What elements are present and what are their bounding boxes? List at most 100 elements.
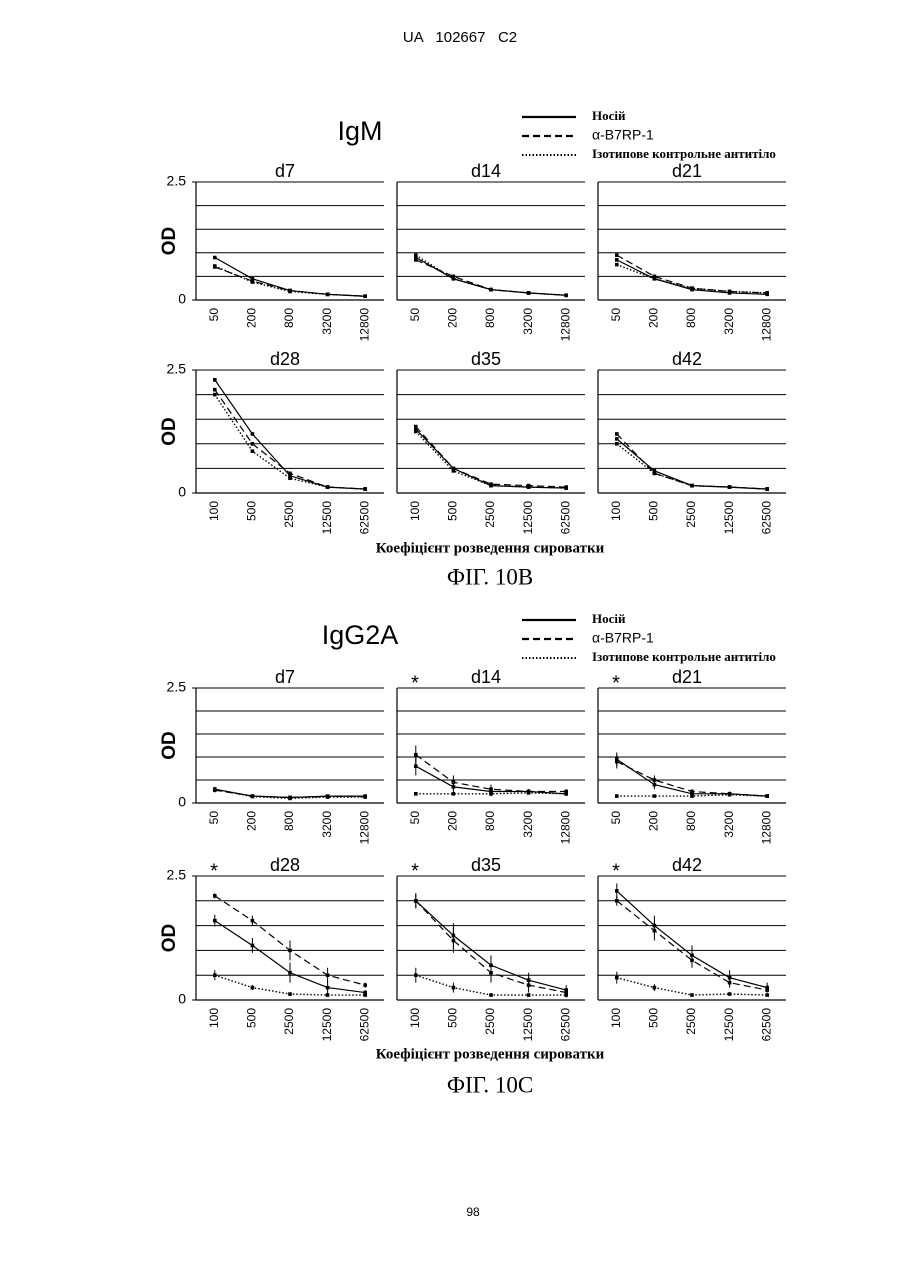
point [564,293,568,297]
point [288,949,292,953]
point [251,432,255,436]
point [363,795,367,799]
point [765,794,769,798]
point [527,993,531,997]
x-tick-label: 62500 [759,501,773,535]
x-tick-label: 3200 [722,811,736,838]
x-tick-label: 62500 [357,501,371,535]
panel-title: d21 [672,161,702,181]
header: UA 102667 C2 [403,29,517,46]
point [288,472,292,476]
x-tick-label: 3200 [722,308,736,335]
x-tick-label: 3200 [320,811,334,838]
figure-title: IgM [337,116,382,146]
point [653,277,657,281]
legend-label: Носій [592,611,626,626]
y-axis-label: OD [159,924,180,953]
point [414,973,418,977]
x-axis-label: Коефіцієнт розведення сироватки [376,540,605,556]
x-tick-label: 12500 [521,1008,535,1042]
x-tick-label: 800 [684,308,698,328]
y-tick-label: 0 [178,991,186,1007]
point [690,286,694,290]
point [288,290,292,294]
point [414,753,418,757]
point [564,486,568,490]
x-tick-label: 200 [446,308,460,328]
x-tick-label: 50 [207,811,221,825]
panel-title: d28 [270,855,300,875]
point [615,437,619,441]
annotation: * [210,860,218,882]
x-tick-label: 200 [245,308,259,328]
point [326,485,330,489]
point [690,484,694,488]
panel-title: d42 [672,349,702,369]
y-tick-label: 2.5 [167,679,187,695]
legend-label: Ізотипове контрольне антитіло [592,146,776,161]
point [690,993,694,997]
x-tick-label: 2500 [282,1008,296,1035]
x-tick-label: 2500 [483,1008,497,1035]
x-tick-label: 12500 [320,1008,334,1042]
y-tick-label: 0 [178,291,186,307]
point [213,973,217,977]
point [728,992,732,996]
x-tick-label: 800 [684,811,698,831]
x-tick-label: 12800 [558,308,572,342]
point [251,795,255,799]
y-tick-label: 2.5 [167,867,187,883]
point [213,264,217,268]
point [615,258,619,262]
point [326,973,330,977]
x-tick-label: 100 [207,1008,221,1028]
legend-label: Ізотипове контрольне антитіло [592,649,776,664]
point [414,430,418,434]
point [728,793,732,797]
point [615,794,619,798]
point [288,971,292,975]
panel-title: d7 [275,667,295,687]
point [414,253,418,257]
point [288,992,292,996]
point [414,899,418,903]
panel-title: d14 [471,667,501,687]
annotation: * [612,672,620,694]
x-tick-label: 100 [609,1008,623,1028]
x-tick-label: 800 [282,308,296,328]
x-tick-label: 3200 [521,811,535,838]
figure-caption: ФІГ. 10C [447,1072,533,1097]
x-tick-label: 500 [446,1008,460,1028]
point [615,899,619,903]
point [288,797,292,801]
point [615,976,619,980]
point [213,393,217,397]
point [363,487,367,491]
point [452,469,456,473]
x-tick-label: 2500 [684,501,698,528]
point [213,787,217,791]
point [452,781,456,785]
x-tick-label: 2500 [684,1008,698,1035]
x-tick-label: 100 [408,501,422,521]
point [213,256,217,260]
point [251,442,255,446]
point [527,291,531,295]
legend-label: α-B7RP-1 [592,630,654,646]
annotation: * [612,860,620,882]
y-tick-label: 0 [178,484,186,500]
panel-title: d42 [672,855,702,875]
point [213,378,217,382]
x-tick-label: 12800 [759,308,773,342]
x-tick-label: 3200 [521,308,535,335]
x-tick-label: 800 [282,811,296,831]
point [765,993,769,997]
point [213,919,217,923]
x-tick-label: 500 [245,501,259,521]
point [564,792,568,796]
point [414,258,418,262]
point [765,988,769,992]
x-tick-label: 50 [408,811,422,825]
x-tick-label: 12800 [558,811,572,845]
point [728,981,732,985]
